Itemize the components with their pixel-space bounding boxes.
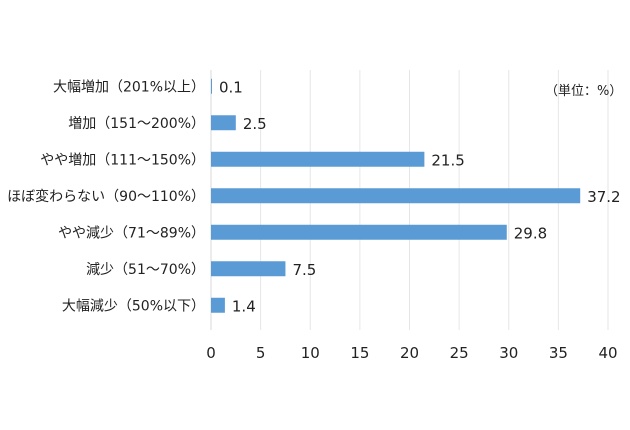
bar: [211, 297, 225, 313]
x-tick-label: 10: [301, 344, 320, 362]
x-tick-label: 0: [206, 344, 216, 362]
x-tick-label: 30: [499, 344, 518, 362]
value-label: 7.5: [292, 261, 316, 279]
x-tick-label: 40: [598, 344, 617, 362]
value-label: 21.5: [431, 151, 464, 169]
bar: [211, 188, 581, 204]
bar: [211, 261, 286, 277]
category-label: 大幅減少（50%以下）: [62, 297, 205, 314]
value-label: 0.1: [219, 78, 243, 96]
category-label: やや増加（111〜150%）: [40, 152, 205, 168]
value-label: 29.8: [514, 224, 547, 242]
value-label: 1.4: [232, 297, 256, 315]
value-label: 2.5: [243, 115, 267, 133]
x-tick-label: 20: [400, 344, 419, 362]
bar: [211, 78, 212, 94]
x-tick-label: 35: [549, 344, 568, 362]
category-label: 大幅増加（201%以上）: [53, 79, 205, 95]
x-tick-label: 25: [450, 344, 469, 362]
category-label: やや減少（71〜89%）: [58, 224, 205, 241]
category-label: ほぼ変わらない（90〜110%）: [7, 188, 205, 205]
bar: [211, 115, 236, 131]
category-label: 減少（51〜70%）: [86, 261, 205, 278]
x-tick-label: 5: [256, 344, 266, 362]
x-tick-label: 15: [350, 344, 369, 362]
category-label: 増加（151〜200%）: [68, 116, 205, 132]
unit-note: （単位：%）: [545, 84, 623, 99]
bar: [211, 151, 425, 167]
bar: [211, 224, 507, 240]
value-label: 37.2: [587, 188, 620, 206]
